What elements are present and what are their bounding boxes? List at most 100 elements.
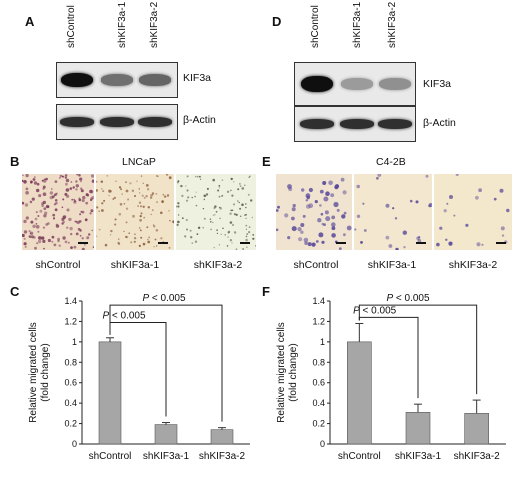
stained-cell (117, 241, 120, 245)
scale-bar (496, 242, 506, 244)
stained-cell (113, 196, 116, 199)
stained-cell (241, 203, 244, 206)
stained-cell (86, 236, 90, 240)
stained-cell (129, 182, 132, 185)
stained-cell (377, 174, 382, 177)
stained-cell (325, 191, 330, 196)
stained-cell (177, 180, 180, 183)
stained-cell (304, 241, 308, 245)
stained-cell (177, 202, 180, 205)
stained-cell (148, 236, 151, 239)
stained-cell (76, 174, 78, 176)
stained-cell (213, 247, 215, 249)
stained-cell (241, 187, 245, 190)
stained-cell (455, 174, 459, 176)
stained-cell (231, 242, 233, 244)
stained-cell (137, 205, 139, 207)
stained-cell (91, 196, 94, 200)
stained-cell (155, 193, 158, 195)
stained-cell (343, 233, 346, 237)
stained-cell (222, 227, 224, 230)
stained-cell (322, 181, 327, 185)
stained-cell (24, 203, 29, 207)
stained-cell (155, 229, 159, 232)
stained-cell (199, 175, 201, 178)
stained-cell (245, 238, 248, 242)
stained-cell (176, 205, 178, 208)
y-tick-label: 0 (320, 439, 325, 449)
panel-letter-c: C (10, 284, 20, 299)
stained-cell (30, 180, 33, 184)
stained-cell (186, 189, 189, 192)
stained-cell (25, 191, 29, 195)
stained-cell (121, 193, 123, 195)
stained-cell (64, 176, 67, 179)
stained-cell (184, 235, 187, 238)
stained-cell (233, 181, 235, 183)
y-tick-label: 0.4 (64, 398, 77, 408)
stained-cell (311, 242, 316, 247)
stained-cell (98, 210, 101, 213)
stained-cell (169, 220, 171, 222)
stained-cell (64, 174, 68, 177)
stained-cell (91, 229, 93, 232)
stained-cell (160, 237, 163, 240)
stained-cell (493, 197, 497, 201)
bar-chart-c42b-migration: 0 0.2 0.4 0.6 0.8 1 1.2 1.4 Relative migrated ce… (276, 293, 506, 462)
stained-cell (115, 180, 117, 182)
stained-cell (221, 179, 224, 181)
stained-cell (331, 215, 336, 220)
stained-cell (227, 231, 230, 234)
blot-label-actin-d: β-Actin (423, 117, 456, 129)
stained-cell (22, 201, 25, 205)
stained-cell (425, 174, 429, 178)
stained-cell (500, 226, 505, 231)
stained-cell (115, 218, 117, 220)
stained-cell (415, 200, 419, 204)
stained-cell (319, 204, 322, 207)
stained-cell (147, 238, 149, 241)
stained-cell (229, 212, 232, 215)
stained-cell (23, 230, 28, 234)
stained-cell (244, 203, 247, 205)
stained-cell (181, 194, 184, 198)
stained-cell (23, 219, 27, 224)
stained-cell (62, 220, 65, 224)
stained-cell (445, 238, 448, 241)
stained-cell (118, 238, 120, 240)
stained-cell (22, 174, 24, 177)
blot-band (378, 119, 412, 129)
stained-cell (325, 216, 331, 222)
stained-cell (28, 230, 31, 233)
stained-cell (360, 241, 363, 244)
stained-cell (101, 202, 104, 205)
stained-cell (145, 184, 149, 187)
stained-cell (318, 232, 324, 238)
stained-cell (186, 228, 188, 231)
stained-cell (248, 226, 251, 228)
panel-letter-d: D (272, 14, 282, 29)
blot-label-kif3a-a: KIF3a (183, 72, 212, 84)
stained-cell (29, 231, 34, 235)
stained-cell (229, 239, 233, 242)
stained-cell (80, 210, 83, 213)
stained-cell (340, 177, 345, 182)
stained-cell (284, 213, 289, 218)
y-tick-label: 0.8 (312, 357, 325, 367)
stained-cell (139, 229, 142, 231)
stained-cell (328, 180, 333, 186)
stained-cell (41, 204, 44, 207)
stained-cell (356, 214, 361, 218)
stained-cell (138, 188, 140, 190)
stained-cell (90, 174, 94, 178)
stained-cell (142, 205, 145, 208)
stained-cell (28, 235, 32, 238)
stained-cell (250, 199, 253, 202)
significance-bracket (358, 304, 478, 395)
stained-cell (385, 235, 390, 240)
stained-cell (238, 201, 240, 204)
stained-cell (388, 244, 393, 248)
y-tick-label: 1 (320, 337, 325, 347)
stained-cell (236, 200, 239, 202)
stained-cell (146, 188, 150, 191)
